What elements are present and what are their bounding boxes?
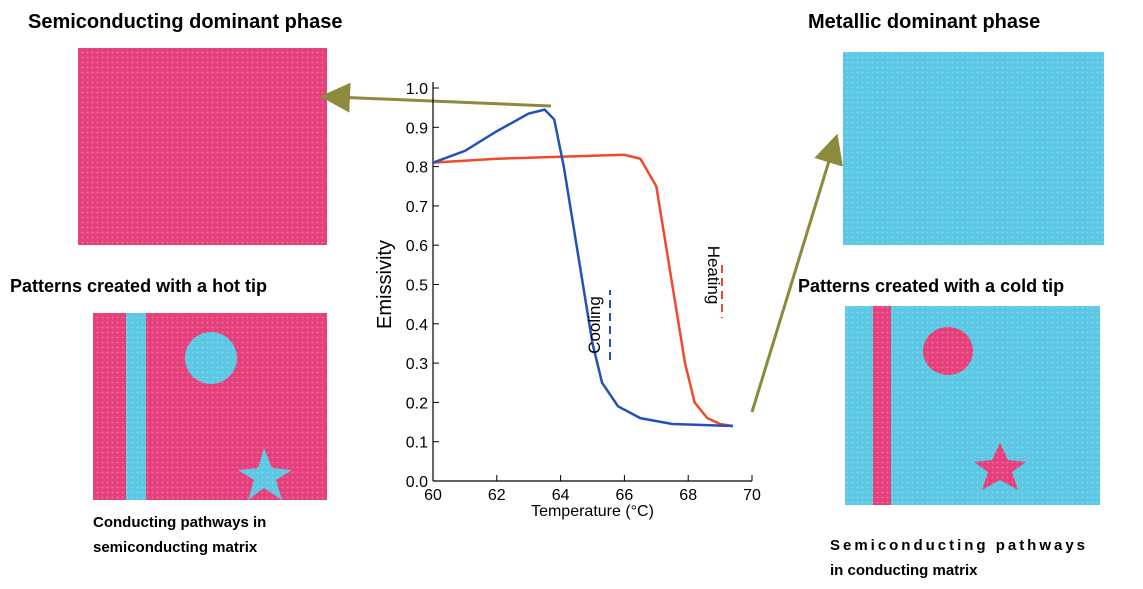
y-tick-label: 1.0 [406, 81, 428, 98]
pathway-star [238, 448, 292, 500]
pathway-circle [185, 332, 237, 384]
plot: 0.0 0.1 0.2 0.3 0.4 0.5 0.6 0.7 0.8 0.9 1.0 60 62 64 6… [374, 81, 761, 520]
pathway-star [974, 443, 1026, 490]
y-tick-label: 0.2 [406, 395, 428, 412]
x-tick-label: 70 [743, 487, 761, 504]
x-tick-label: 68 [679, 487, 697, 504]
x-tick-label: 62 [488, 487, 506, 504]
x-tick-label: 66 [616, 487, 634, 504]
caption: Conducting pathways in [93, 514, 266, 531]
caption: Semiconducting pathways [830, 537, 1085, 554]
y-tick-label: 0.3 [406, 356, 428, 373]
x-tick-label: 64 [552, 487, 570, 504]
y-axis-label: Emissivity [374, 240, 396, 329]
panel-title: Metallic dominant phase [808, 11, 1040, 33]
y-tick-label: 0.1 [406, 435, 428, 452]
pathway-stripe [873, 306, 891, 505]
pathway-stripe [126, 313, 146, 500]
caption: semiconducting matrix [93, 539, 258, 556]
hot-tip-panel [93, 313, 327, 500]
panel-title: Semiconducting dominant phase [28, 11, 342, 33]
x-axis-label: Temperature (°C) [531, 503, 654, 520]
panel-subtitle: Patterns created with a hot tip [10, 276, 267, 296]
y-tick-label: 0.6 [406, 238, 428, 255]
caption: in conducting matrix [830, 562, 978, 579]
pathway-circle [923, 327, 973, 375]
arrow [320, 82, 552, 113]
y-tick-label: 0.5 [406, 278, 428, 295]
y-tick-label: 0.4 [406, 317, 428, 334]
series-label: Heating [704, 246, 723, 305]
y-tick-label: 0.0 [406, 474, 428, 491]
y-tick-label: 0.8 [406, 160, 428, 177]
series-label: Cooling [585, 296, 604, 354]
metallic-panel [843, 52, 1104, 245]
y-tick-label: 0.7 [406, 199, 428, 216]
x-tick-label: 60 [424, 487, 442, 504]
line [432, 108, 733, 428]
cold-tip-panel [845, 306, 1100, 505]
arrow [750, 133, 843, 413]
panel-subtitle: Patterns created with a cold tip [798, 276, 1064, 296]
y-tick-label: 0.9 [406, 120, 428, 137]
semiconducting-panel [78, 48, 327, 245]
